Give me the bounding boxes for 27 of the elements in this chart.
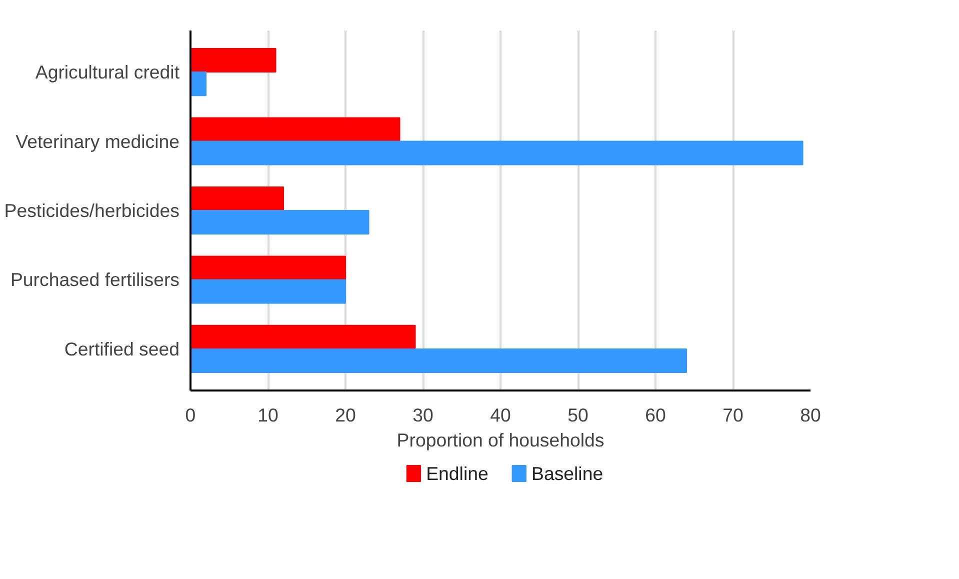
legend-label: Baseline (532, 463, 604, 484)
x-tick-label: 60 (645, 404, 666, 426)
bar (190, 72, 206, 96)
x-tick-label: 0 (185, 404, 196, 426)
y-tick-label: Purchased fertilisers (10, 269, 180, 290)
bar (190, 186, 284, 211)
x-tick-label: 70 (722, 404, 744, 426)
x-tick-label: 80 (800, 404, 821, 426)
x-axis-title: Proportion of households (396, 430, 604, 450)
x-tick-label: 20 (335, 404, 356, 426)
legend-label: Endline (426, 463, 488, 484)
x-tick-label: 30 (412, 404, 434, 426)
bar (190, 256, 346, 280)
y-tick-label: Veterinary medicine (16, 130, 180, 152)
y-tick-label: Pesticides/herbicides (4, 200, 180, 221)
x-tick-label: 10 (258, 404, 278, 426)
bar (190, 48, 276, 73)
y-tick-label: Agricultural credit (35, 62, 180, 83)
bar (190, 117, 400, 142)
bar (190, 324, 416, 350)
x-tick-label: 40 (490, 404, 511, 426)
y-tick-label: Certified seed (64, 338, 180, 360)
bar (190, 348, 687, 373)
bar (190, 140, 804, 166)
bar (190, 279, 346, 304)
x-tick-label: 50 (568, 404, 588, 426)
bar (190, 210, 370, 235)
